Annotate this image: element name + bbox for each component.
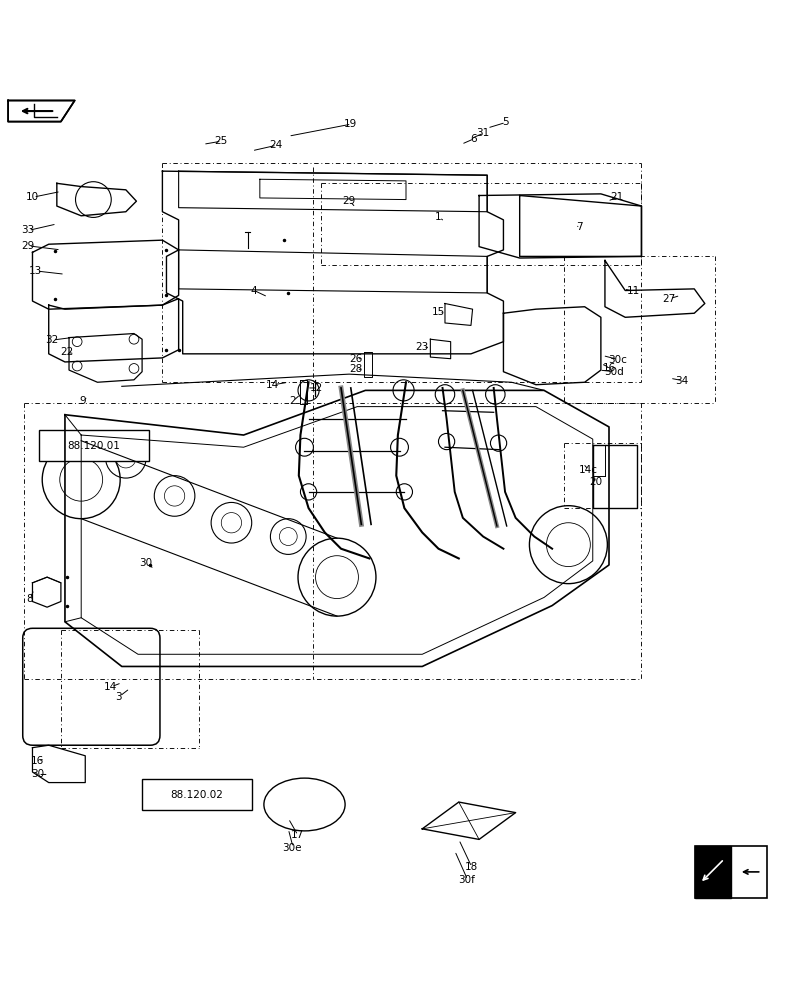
Text: 30: 30 [139,558,152,568]
Text: 14: 14 [266,380,279,390]
Text: 22: 22 [60,347,73,357]
Text: 14c: 14c [577,465,597,475]
Text: 29: 29 [342,196,355,206]
Text: 6: 6 [470,134,476,144]
Text: 15: 15 [431,307,444,317]
Text: 11: 11 [626,286,639,296]
Text: 19: 19 [344,119,357,129]
Text: 30e: 30e [282,843,302,853]
Text: 20: 20 [589,477,602,487]
Text: 16: 16 [31,756,44,766]
Text: 33: 33 [21,225,34,235]
Text: 7: 7 [576,222,582,232]
Polygon shape [694,846,730,898]
Text: 5: 5 [501,117,508,127]
Text: 34: 34 [675,376,688,386]
Bar [694,846,766,898]
Text: 18: 18 [464,862,477,872]
Text: 2: 2 [289,396,295,406]
Text: 30f: 30f [458,875,474,885]
Bar [39,430,148,461]
Text: 32: 32 [45,335,58,345]
Text: 24: 24 [269,140,282,150]
Bar [142,779,251,810]
Text: 30d: 30d [603,367,623,377]
Text: 3: 3 [115,692,122,702]
Text: 88.120.02: 88.120.02 [170,790,223,800]
Text: 8: 8 [26,594,32,604]
Text: 14: 14 [104,682,117,692]
Text: 12: 12 [310,383,323,393]
Text: 23: 23 [415,342,428,352]
Text: 1: 1 [435,212,441,222]
Text: 9: 9 [79,396,86,406]
Text: 88.120.01: 88.120.01 [67,441,120,451]
Text: 30c: 30c [607,355,626,365]
Text: 17: 17 [290,830,303,840]
Text: 4: 4 [250,286,256,296]
Text: 25: 25 [214,136,227,146]
Text: 13: 13 [29,266,42,276]
Text: 21: 21 [610,192,623,202]
Text: 31: 31 [476,128,489,138]
Text: 16: 16 [602,363,615,373]
Text: 30: 30 [31,769,44,779]
Text: 29: 29 [21,241,34,251]
Text: 28: 28 [349,364,362,374]
Polygon shape [8,100,75,122]
Text: 10: 10 [26,192,39,202]
Text: 26: 26 [349,354,362,364]
Text: 27: 27 [662,294,675,304]
